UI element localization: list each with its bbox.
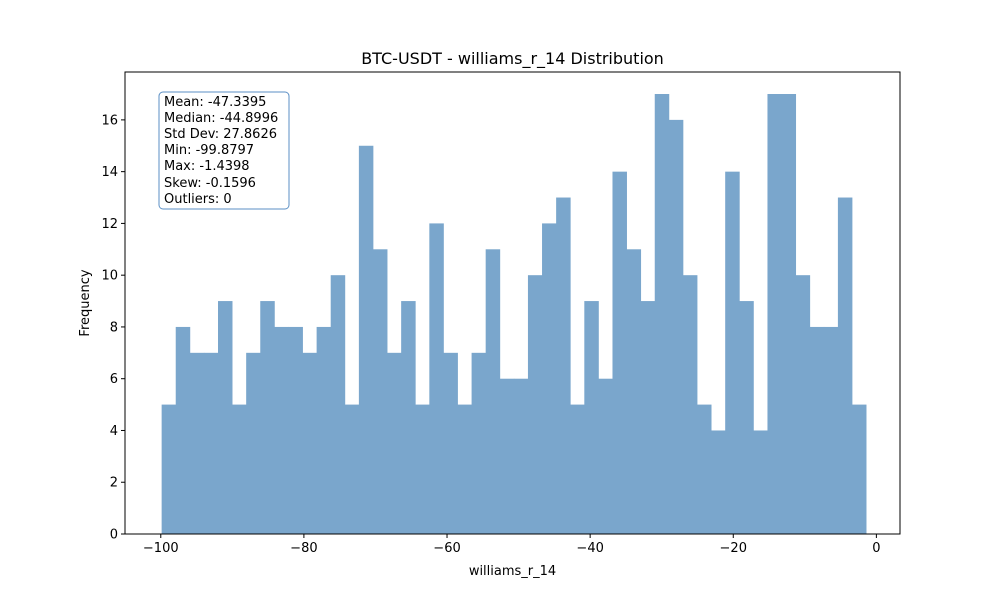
histogram-bar [682, 275, 698, 534]
x-tick-label: −40 [576, 541, 603, 556]
histogram-bar [387, 352, 402, 534]
histogram-bar [260, 301, 275, 534]
histogram-bars [161, 94, 867, 535]
histogram-bar [570, 404, 585, 534]
histogram-bar [457, 404, 472, 534]
histogram-bar [668, 119, 684, 534]
y-tick-label: 0 [110, 528, 118, 543]
histogram-bar [781, 94, 797, 534]
histogram-bar [232, 404, 247, 534]
y-tick-label: 4 [110, 424, 118, 439]
histogram-bar [823, 326, 839, 534]
y-tick-label: 10 [101, 269, 118, 284]
x-tick-label: −80 [290, 541, 317, 556]
histogram-bar [372, 249, 388, 535]
histogram-bar [161, 404, 177, 534]
histogram-bar [316, 326, 332, 534]
histogram-bar [640, 301, 656, 534]
histogram-bar [189, 352, 205, 534]
histogram-bar [753, 430, 768, 534]
histogram-bar [246, 352, 261, 534]
y-tick-label: 6 [110, 372, 118, 387]
histogram-bar [344, 404, 360, 534]
histogram-bar [654, 94, 670, 534]
stats-median: Median: -44.8996 [164, 111, 278, 126]
histogram-bar [443, 352, 458, 534]
histogram-bar [584, 301, 599, 534]
histogram-bar [485, 249, 501, 535]
histogram-bar [697, 404, 712, 534]
histogram-bar [302, 352, 318, 534]
stats-std-dev: Std Dev: 27.8626 [164, 127, 277, 142]
histogram-bar [499, 378, 515, 534]
stats-outliers: Outliers: 0 [164, 192, 232, 207]
x-tick-label: −60 [433, 541, 460, 556]
histogram-bar [725, 171, 740, 534]
y-axis-ticks: 0 2 4 6 8 10 12 14 16 [101, 113, 125, 543]
histogram-bar [795, 275, 811, 534]
y-tick-label: 2 [110, 476, 118, 491]
y-tick-label: 8 [110, 320, 118, 335]
histogram-bar [739, 301, 754, 534]
histogram-bar [556, 197, 571, 534]
histogram-bar [429, 223, 444, 534]
histogram-bar [330, 275, 346, 534]
x-tick-label: −20 [720, 541, 747, 556]
y-tick-label: 12 [101, 217, 118, 232]
stats-mean: Mean: -47.3395 [164, 95, 266, 110]
stats-box-frame [158, 91, 290, 210]
histogram-bar [203, 352, 219, 534]
histogram-bar [612, 171, 627, 534]
histogram-bar [274, 326, 289, 534]
histogram-bar [401, 301, 416, 534]
histogram-bar [542, 223, 557, 534]
histogram-bar [626, 249, 642, 535]
x-axis-label: williams_r_14 [469, 564, 556, 579]
histogram-bar [767, 94, 782, 534]
chart-title: BTC-USDT - williams_r_14 Distribution [361, 49, 664, 69]
y-tick-label: 16 [101, 113, 118, 128]
y-tick-label: 14 [101, 165, 118, 180]
y-axis-label: Frequency [78, 269, 93, 336]
histogram-bar [513, 378, 529, 534]
histogram-bar [471, 352, 487, 534]
histogram-bar [358, 145, 374, 534]
histogram-bar [598, 378, 613, 534]
histogram-bar [527, 275, 543, 534]
stats-min: Min: -99.8797 [164, 143, 254, 158]
plot-frame [124, 71, 901, 535]
stats-max: Max: -1.4398 [164, 159, 250, 174]
stats-box: Mean: -47.3395 Median: -44.8996 Std Dev:… [158, 91, 290, 210]
stats-skew: Skew: -0.1596 [164, 176, 256, 191]
histogram-bar [837, 197, 853, 534]
histogram-bar [415, 404, 430, 534]
histogram-bar [809, 326, 825, 534]
histogram-bar [711, 430, 726, 534]
x-tick-label: −100 [143, 541, 179, 556]
histogram-bar [218, 301, 233, 534]
histogram-bar [175, 326, 191, 534]
histogram-bar [288, 326, 303, 534]
x-tick-label: 0 [872, 541, 880, 556]
x-axis-ticks: −100 −80 −60 −40 −20 0 [143, 534, 881, 556]
histogram-bar [851, 404, 867, 534]
